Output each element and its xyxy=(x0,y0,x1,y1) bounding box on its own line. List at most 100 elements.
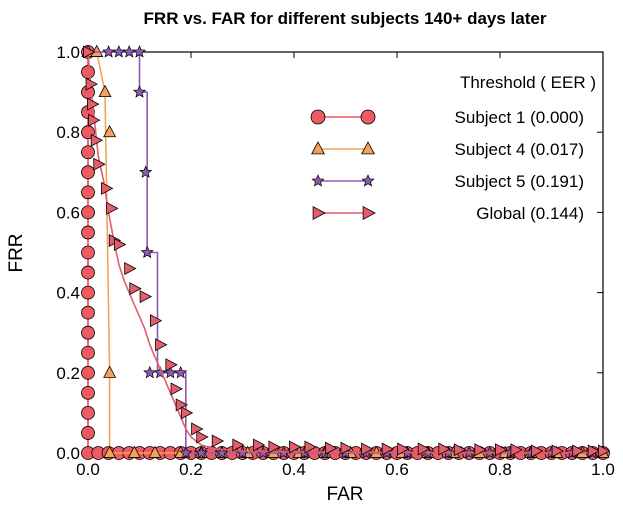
data-point xyxy=(112,45,126,58)
data-point xyxy=(81,426,95,440)
data-point xyxy=(93,157,106,171)
data-point xyxy=(438,442,451,456)
data-point xyxy=(87,97,100,111)
legend-marker xyxy=(311,174,325,187)
y-tick-label: 1.0 xyxy=(56,43,80,62)
data-point xyxy=(268,440,281,454)
legend-marker xyxy=(360,109,376,125)
legend-entry: Subject 5 (0.191) xyxy=(311,172,584,191)
data-point xyxy=(551,444,565,458)
data-point xyxy=(88,113,101,127)
data-point xyxy=(102,45,116,58)
data-point xyxy=(81,405,95,420)
data-point xyxy=(81,165,95,180)
data-point xyxy=(572,444,585,458)
data-point xyxy=(103,124,117,138)
data-point xyxy=(113,237,127,251)
data-point xyxy=(148,445,162,458)
data-point xyxy=(81,365,95,380)
data-point xyxy=(139,165,153,178)
data-point xyxy=(397,442,410,456)
y-tick-label: 0.4 xyxy=(56,284,80,303)
data-point xyxy=(83,45,96,59)
legend-entry: Subject 4 (0.017) xyxy=(311,140,584,159)
data-point xyxy=(194,446,208,459)
data-point xyxy=(196,430,209,444)
data-point xyxy=(127,445,141,458)
data-point xyxy=(90,44,104,57)
data-point xyxy=(132,85,147,98)
plot-area: 0.0 0.2 0.4 0.6 0.8 1.0 0.0 0.2 0.4 0.6 0.8 1.0 xyxy=(56,43,614,479)
legend-label: Global (0.144) xyxy=(476,204,584,223)
x-tick-label: 0.8 xyxy=(488,460,512,479)
data-point xyxy=(81,245,95,260)
data-point xyxy=(129,282,142,296)
data-point xyxy=(211,434,225,448)
data-point xyxy=(81,325,95,340)
data-point xyxy=(174,365,188,379)
legend-marker xyxy=(310,109,326,125)
legend-title: Threshold ( EER ) xyxy=(460,73,596,92)
x-tick-label: 0.0 xyxy=(76,460,100,479)
data-point xyxy=(510,443,523,457)
chart-title: FRR vs. FAR for different subjects 140+ … xyxy=(144,9,547,28)
y-tick-label: 0.0 xyxy=(56,444,80,463)
y-tick-label: 0.8 xyxy=(56,123,80,142)
data-point xyxy=(179,446,193,459)
data-point xyxy=(155,338,168,352)
data-point xyxy=(289,440,302,454)
data-point xyxy=(474,443,487,457)
data-point xyxy=(124,262,137,276)
data-point xyxy=(98,84,112,98)
data-point xyxy=(81,185,95,200)
data-point xyxy=(81,205,95,220)
data-point xyxy=(81,385,95,400)
data-point xyxy=(90,133,104,147)
legend-marker xyxy=(311,141,325,155)
data-point xyxy=(81,345,95,360)
legend-label: Subject 1 (0.000) xyxy=(455,108,584,127)
data-point xyxy=(122,45,136,58)
data-point xyxy=(132,45,147,58)
data-point xyxy=(587,444,601,458)
x-tick-label: 1.0 xyxy=(591,460,615,479)
series-global-0-144 xyxy=(83,45,611,458)
x-tick-label: 0.4 xyxy=(282,460,306,479)
data-point xyxy=(106,201,119,215)
data-point xyxy=(417,442,431,456)
data-point xyxy=(361,442,374,456)
data-point xyxy=(215,446,229,459)
data-point xyxy=(304,440,317,454)
data-point xyxy=(143,365,157,379)
data-point xyxy=(103,445,117,458)
data-point xyxy=(598,444,611,458)
y-tick-label: 0.2 xyxy=(56,364,80,383)
data-point xyxy=(340,441,353,455)
data-point xyxy=(81,285,95,300)
legend-marker xyxy=(361,141,375,155)
data-point xyxy=(101,181,114,195)
data-point xyxy=(495,443,508,457)
legend-label: Subject 4 (0.017) xyxy=(455,140,584,159)
data-point xyxy=(85,77,98,91)
data-point xyxy=(180,406,194,420)
data-point xyxy=(165,358,178,372)
data-point xyxy=(252,438,266,452)
x-tick-label: 0.2 xyxy=(179,460,203,479)
data-point xyxy=(81,305,95,320)
data-point xyxy=(140,245,154,259)
legend-marker xyxy=(361,174,375,187)
legend: Threshold ( EER ) Subject 1 (0.000) Subje… xyxy=(310,73,596,223)
data-point xyxy=(81,225,95,240)
data-point xyxy=(81,145,95,160)
data-point xyxy=(81,65,95,79)
data-point xyxy=(325,441,338,455)
data-point xyxy=(103,365,117,378)
x-axis-label: FAR xyxy=(327,484,364,505)
legend-entry: Global (0.144) xyxy=(312,204,584,223)
y-tick-label: 0.6 xyxy=(56,203,80,222)
legend-label: Subject 5 (0.191) xyxy=(455,172,584,191)
data-point xyxy=(81,265,95,280)
data-point xyxy=(139,290,153,304)
